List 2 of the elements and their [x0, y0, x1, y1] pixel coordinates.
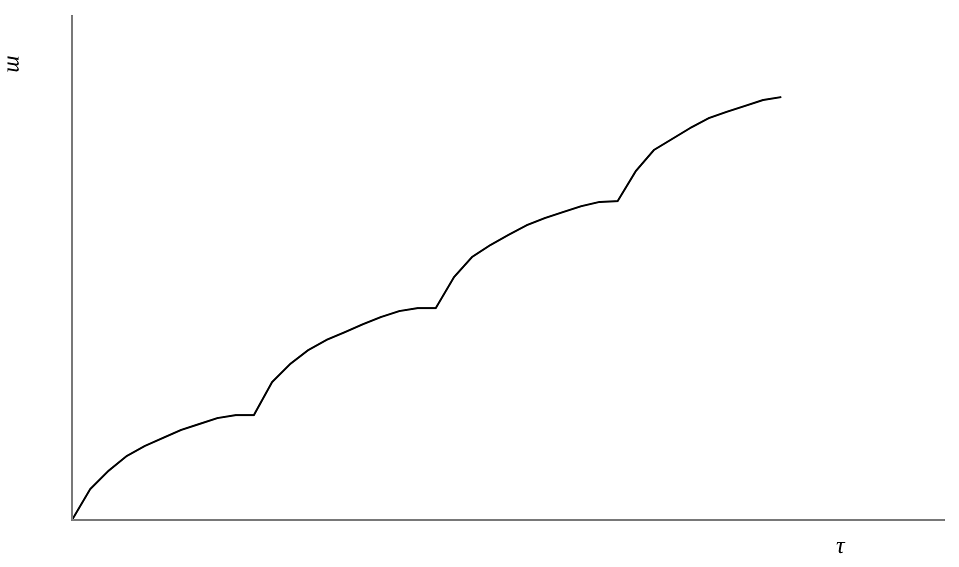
x-axis-title: τ	[836, 533, 845, 559]
y-axis-title: m	[2, 55, 28, 73]
